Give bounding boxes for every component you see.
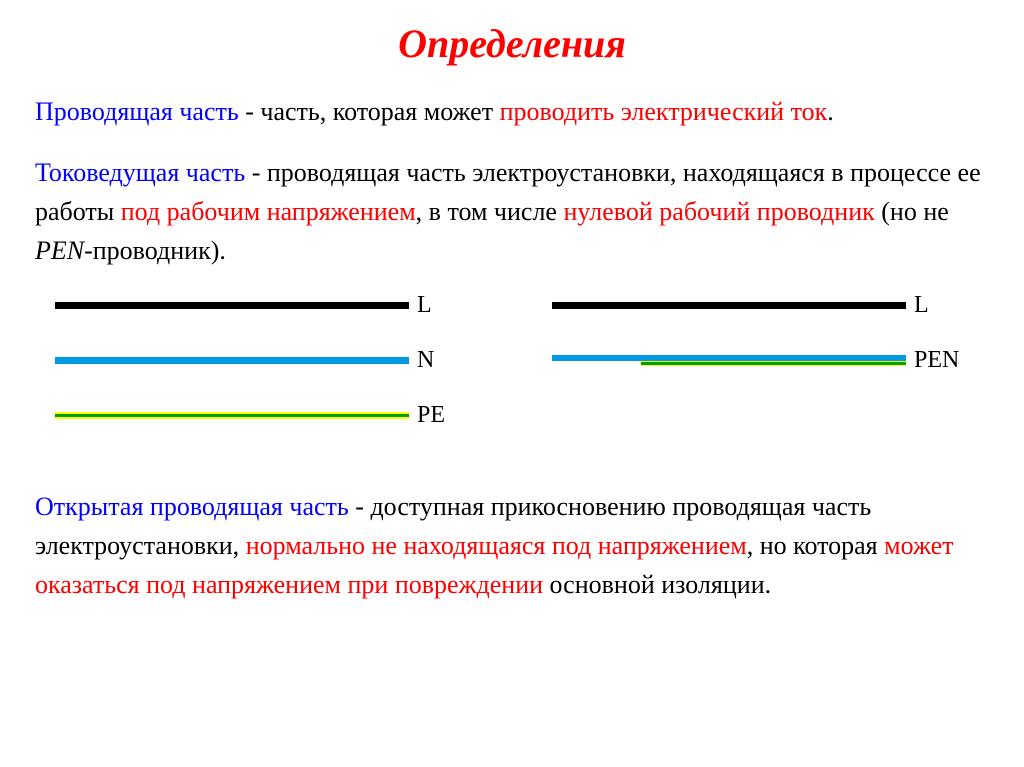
highlight-1a: проводить электрический ток	[500, 97, 828, 126]
label-l-right: L	[914, 292, 969, 319]
wire-l-left: L	[55, 292, 472, 319]
label-l-left: L	[417, 292, 472, 319]
highlight-2b: нулевой рабочий проводник	[563, 197, 874, 226]
highlight-3a: нормально не находящаяся под напряжением	[246, 531, 747, 560]
text-2d: -проводник).	[84, 236, 226, 265]
definition-2: Токоведущая часть - проводящая часть эле…	[35, 153, 989, 270]
wire-l-right: L	[552, 292, 969, 319]
highlight-2a: под рабочим напряжением	[121, 197, 416, 226]
line-n-left	[55, 357, 409, 364]
diagram-right: L PEN	[552, 292, 969, 457]
wire-pe-left: PE	[55, 402, 472, 429]
text-3c: основной изоляции.	[543, 570, 771, 599]
text-3b: , но которая	[747, 531, 884, 560]
term-1: Проводящая часть	[35, 97, 239, 126]
sep-2: -	[245, 158, 267, 187]
text-1a: часть, которая может	[260, 97, 499, 126]
diagram-left: L N PE	[55, 292, 472, 457]
text-2b: , в том числе	[416, 197, 564, 226]
line-pe-left	[55, 412, 409, 419]
definition-1: Проводящая часть - часть, которая может …	[35, 92, 989, 131]
text-1b: .	[827, 97, 834, 126]
label-pen-right: PEN	[914, 347, 969, 374]
line-l-left	[55, 302, 409, 309]
wire-n-left: N	[55, 347, 472, 374]
line-l-right	[552, 302, 906, 309]
label-pe-left: PE	[417, 402, 472, 429]
line-pen-right	[552, 355, 906, 366]
label-n-left: N	[417, 347, 472, 374]
sep-1: -	[239, 97, 261, 126]
definition-3: Открытая проводящая часть - доступная пр…	[35, 487, 989, 604]
term-3: Открытая проводящая часть	[35, 492, 349, 521]
pen-text: PEN	[35, 236, 84, 265]
wire-diagram: L N PE L PEN	[55, 292, 969, 457]
wire-pen-right: PEN	[552, 347, 969, 374]
sep-3: -	[349, 492, 371, 521]
term-2: Токоведущая часть	[35, 158, 245, 187]
text-2c: (но не	[875, 197, 949, 226]
page-title: Определения	[35, 20, 989, 67]
